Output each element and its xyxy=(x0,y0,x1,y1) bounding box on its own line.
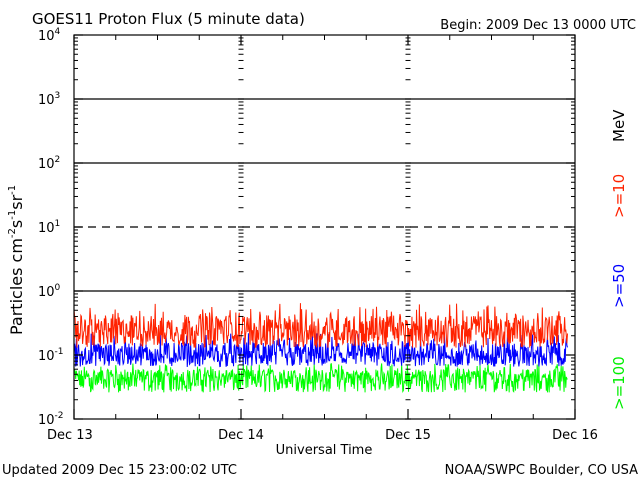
y-tick-label-2: 100 xyxy=(38,283,61,300)
footer-updated: Updated 2009 Dec 15 23:00:02 UTC xyxy=(2,463,237,478)
y-tick-label-6: 104 xyxy=(38,27,61,44)
y-axis-label: Particles cm-2s-1sr-1 xyxy=(7,185,26,335)
x-axis-ticks: Dec 13 Dec 14 Dec 15 Dec 16 xyxy=(47,35,598,443)
y-axis-label-base: Particles cm xyxy=(7,238,26,335)
x-tick-label-0: Dec 13 xyxy=(47,428,93,443)
y-axis-label-s: s xyxy=(7,220,26,228)
begin-label: Begin: 2009 Dec 13 0000 UTC xyxy=(440,18,636,33)
x-axis-label: Universal Time xyxy=(276,443,373,458)
plot-grid xyxy=(74,98,575,292)
y-tick-label-3: 101 xyxy=(38,219,60,236)
footer-credit: NOAA/SWPC Boulder, CO USA xyxy=(445,463,638,478)
series-line-gte50 xyxy=(73,333,568,368)
legend-unit-mev: MeV xyxy=(610,109,628,142)
series-line-gte10 xyxy=(73,303,568,348)
y-tick-label-5: 103 xyxy=(38,91,60,108)
y-tick-label-1: 10-1 xyxy=(38,347,64,364)
x-tick-label-3: Dec 16 xyxy=(552,428,598,443)
y-tick-label-4: 102 xyxy=(38,155,60,172)
x-tick-label-1: Dec 14 xyxy=(218,428,264,443)
series-layer xyxy=(73,303,568,393)
legend-series-10: >=10 xyxy=(610,174,628,218)
x-tick-label-2: Dec 15 xyxy=(385,428,431,443)
y-axis-label-sup-1: -2 xyxy=(7,228,18,238)
y-axis-ticks: 10-2 10-1 100 101 102 103 104 xyxy=(38,27,575,428)
legend-series-50: >=50 xyxy=(610,264,628,308)
y-tick-label-0: 10-2 xyxy=(38,411,64,428)
chart-title: GOES11 Proton Flux (5 minute data) xyxy=(32,10,305,28)
legend-series-100: >=100 xyxy=(610,356,628,410)
y-axis-label-sup-2: -1 xyxy=(7,210,18,220)
y-axis-label-sup-3: -1 xyxy=(7,185,18,195)
series-line-gte100 xyxy=(73,363,568,393)
y-axis-label-sr: sr xyxy=(7,194,26,209)
